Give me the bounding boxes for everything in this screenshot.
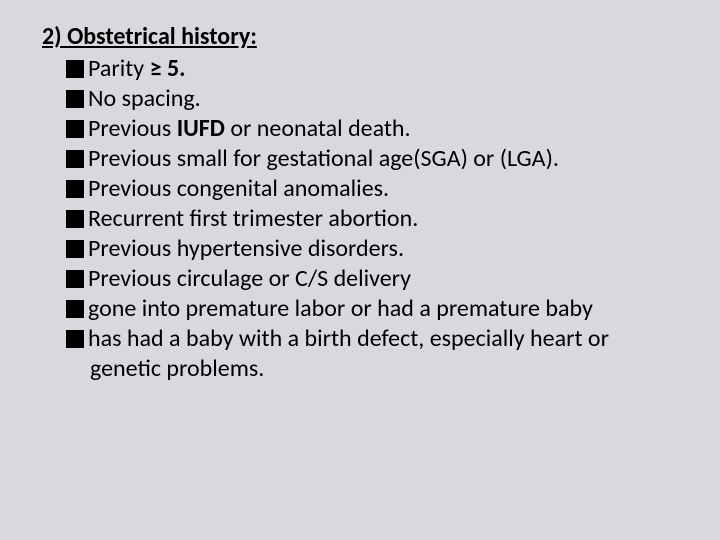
item-suffix: Previous small for gestational age(SGA) … [88, 144, 559, 173]
item-suffix: Previous hypertensive disorders. [88, 234, 404, 263]
list-item: No spacing. [42, 84, 678, 114]
item-prefix: Parity [88, 54, 150, 83]
bullet-icon [66, 180, 84, 198]
item-suffix: Previous congenital anomalies. [88, 174, 389, 203]
list-item: Previous hypertensive disorders. [42, 234, 678, 264]
item-suffix: Recurrent first trimester abortion. [88, 204, 418, 233]
list-item: Recurrent first trimester abortion. [42, 204, 678, 234]
bullet-icon [66, 210, 84, 228]
item-bold: IUFD [177, 114, 225, 143]
item-suffix: gone into premature labor or had a prema… [88, 294, 593, 323]
list-item: Previous small for gestational age(SGA) … [42, 144, 678, 174]
bullet-icon [66, 300, 84, 318]
list-item: Previous circulage or C/S delivery [42, 264, 678, 294]
section-heading: 2) Obstetrical history: [42, 22, 678, 52]
item-suffix: No spacing. [88, 84, 201, 113]
bullet-icon [66, 270, 84, 288]
list-item: Parity ≥ 5. [42, 54, 678, 84]
bullet-icon [66, 60, 84, 78]
list-item: Previous IUFD or neonatal death. [42, 114, 678, 144]
bullet-icon [66, 240, 84, 258]
item-suffix: or neonatal death. [225, 114, 411, 143]
list-item: gone into premature labor or had a prema… [42, 294, 678, 324]
list-item: Previous congenital anomalies. [42, 174, 678, 204]
item-suffix: has had a baby with a birth defect, espe… [88, 324, 609, 383]
item-suffix: Previous circulage or C/S delivery [88, 264, 411, 293]
bullet-icon [66, 120, 84, 138]
list-item: has had a baby with a birth defect, espe… [42, 324, 678, 384]
bullet-icon [66, 330, 84, 348]
item-bold: ≥ 5. [150, 54, 186, 83]
bullet-icon [66, 150, 84, 168]
item-prefix: Previous [88, 114, 177, 143]
bullet-icon [66, 90, 84, 108]
slide-container: 2) Obstetrical history: Parity ≥ 5. No s… [0, 0, 720, 540]
